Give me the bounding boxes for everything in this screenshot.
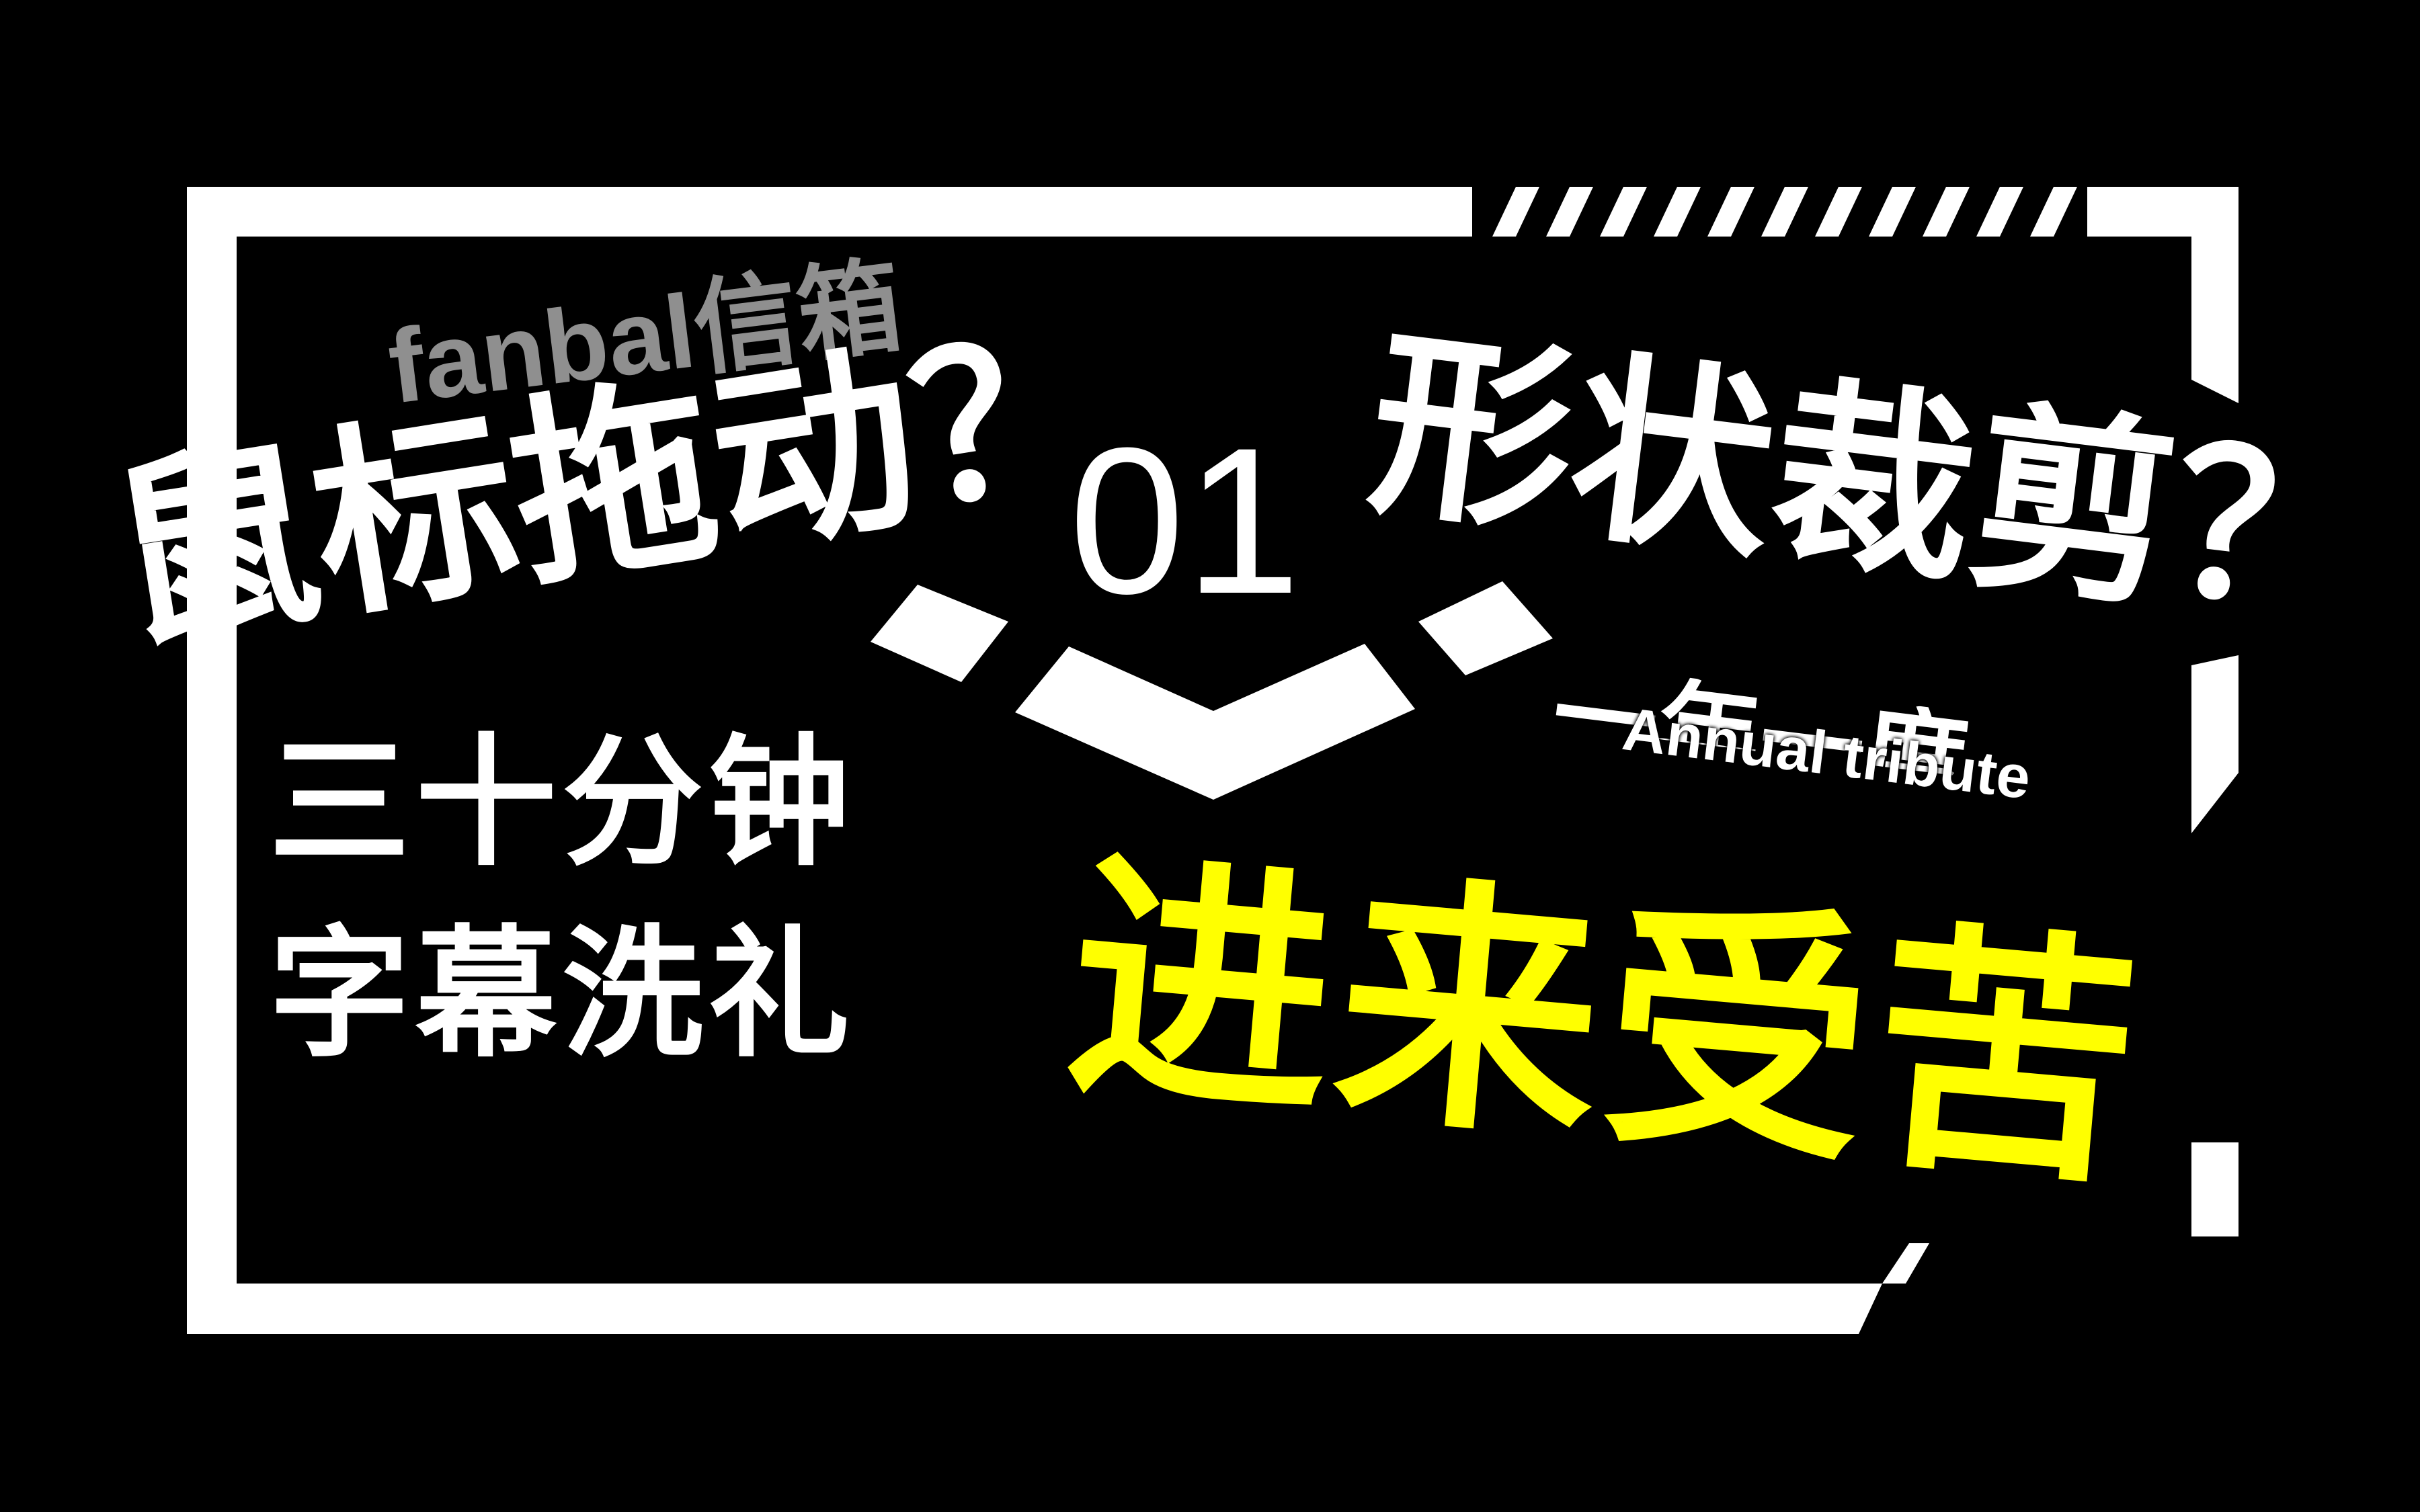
frame-right-middle [2191,655,2238,833]
frame-bottom-notch [1882,1243,1929,1284]
hazard-stripes [1492,187,2077,237]
thirty-minutes-line: 三十分钟 [269,720,856,885]
chevron-down-icon [1015,644,1415,800]
chevron-left-dash [871,585,1008,682]
frame-left-bracket-bottom [188,783,237,944]
frame-right-top [2087,187,2238,403]
frame-right-bottom [2191,1142,2238,1236]
episode-number: 01 [1069,404,1301,637]
subtitle-baptism-line: 字幕洗礼 [269,912,856,1077]
chevron-right-dash [1418,581,1553,675]
frame-left-bracket-top [188,447,237,608]
